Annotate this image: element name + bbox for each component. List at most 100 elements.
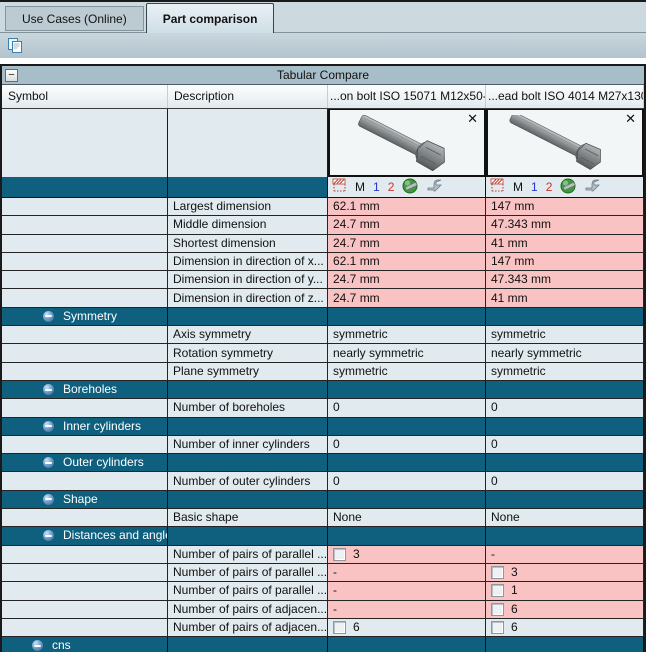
section-header-inner-cylinders[interactable]: Inner cylinders — [2, 417, 644, 436]
value-text: None — [333, 510, 362, 525]
part-2-value-cell: - — [486, 545, 644, 563]
value-text: nearly symmetric — [491, 345, 582, 360]
value-text: 41 mm — [491, 235, 528, 250]
globe-check-icon[interactable] — [560, 178, 576, 197]
value-checkbox[interactable] — [333, 620, 346, 634]
collapse-minus-icon[interactable]: − — [5, 68, 18, 82]
part-1-value-cell: symmetric — [328, 326, 486, 344]
description-cell: Shortest dimension — [168, 234, 328, 252]
table-row: Number of pairs of parallel ... - 3 — [2, 563, 644, 583]
minus-sphere-icon[interactable] — [43, 457, 54, 469]
column-header-row: Symbol Description ...on bolt ISO 15071 … — [2, 85, 644, 109]
measure-grid-icon[interactable] — [332, 178, 347, 196]
symbol-cell — [2, 509, 168, 527]
section-label-cell: Boreholes — [2, 380, 168, 399]
table-row: Number of outer cylinders 0 0 — [2, 472, 644, 491]
value-checkbox[interactable] — [491, 566, 504, 580]
tab-part-comparison[interactable]: Part comparison — [145, 3, 275, 33]
column-header-part-2: ...ead bolt ISO 4014 M27x130 — [486, 85, 644, 108]
tabular-compare-table: − Tabular Compare Symbol Description ...… — [0, 64, 646, 652]
tab-use-cases-online[interactable]: Use Cases (Online) — [5, 6, 144, 31]
section-header-symmetry[interactable]: Symmetry — [2, 307, 644, 327]
part-2-value-cell: 0 — [486, 399, 644, 417]
send-arrow-icon[interactable] — [584, 179, 602, 196]
part-tools-row: M 1 2 — [2, 177, 644, 198]
globe-check-icon[interactable] — [402, 178, 418, 197]
value-checkbox[interactable] — [491, 584, 504, 598]
symbol-cell — [2, 344, 168, 362]
value-text: 0 — [333, 473, 340, 488]
value-text: 24.7 mm — [333, 290, 380, 305]
section-band-cell — [486, 417, 644, 435]
section-header-cns[interactable]: cns — [2, 637, 644, 652]
minus-sphere-icon[interactable] — [43, 310, 54, 322]
part-2-value-cell: 3 — [486, 563, 644, 582]
value-text: 62.1 mm — [333, 199, 380, 214]
value-text: 47.343 mm — [491, 272, 552, 287]
section-header-shape[interactable]: Shape — [2, 490, 644, 510]
section-label-cell: Distances and angles — [2, 527, 168, 545]
minus-sphere-icon[interactable] — [43, 493, 54, 505]
symbol-cell — [2, 362, 168, 380]
value-text: 1 — [511, 583, 518, 598]
close-part-1-icon[interactable]: ✕ — [467, 111, 478, 126]
part-1-value-cell: 6 — [328, 618, 486, 637]
section-label-cell: Shape — [2, 490, 168, 509]
value-text: None — [491, 510, 520, 525]
section-header-boreholes[interactable]: Boreholes — [2, 380, 644, 400]
section-band-cell — [168, 307, 328, 326]
description-cell: Number of outer cylinders — [168, 472, 328, 490]
part-2-bolt-thumbnail — [509, 114, 601, 170]
table-row: Dimension in direction of y... 24.7 mm 47.… — [2, 271, 644, 290]
symbol-cell — [2, 216, 168, 234]
section-band-cell — [168, 637, 328, 652]
table-row: Number of pairs of parallel ... - 1 — [2, 582, 644, 601]
description-cell: Dimension in direction of y... — [168, 271, 328, 289]
description-cell: Number of pairs of adjacen... — [168, 600, 328, 618]
symbol-cell — [2, 234, 168, 252]
tool-label-2[interactable]: 2 — [545, 180, 553, 194]
column-header-part-1: ...on bolt ISO 15071 M12x50-F — [328, 85, 486, 108]
value-checkbox[interactable] — [491, 602, 504, 616]
description-cell: Dimension in direction of z... — [168, 289, 328, 307]
part-2-value-cell: 147 mm — [486, 198, 644, 216]
part-2-value-cell: nearly symmetric — [486, 344, 644, 362]
tool-label-2[interactable]: 2 — [387, 180, 395, 194]
table-row: Plane symmetry symmetric symmetric — [2, 362, 644, 381]
send-arrow-icon[interactable] — [426, 179, 444, 196]
table-row: Number of pairs of adjacen... 6 6 — [2, 618, 644, 638]
minus-sphere-icon[interactable] — [43, 420, 54, 432]
description-cell: Number of pairs of parallel ... — [168, 545, 328, 563]
value-checkbox[interactable] — [491, 620, 504, 634]
symbol-cell — [2, 271, 168, 289]
section-header-distances-and-angles[interactable]: Distances and angles — [2, 527, 644, 546]
section-header-outer-cylinders[interactable]: Outer cylinders — [2, 454, 644, 473]
tool-label-1[interactable]: 1 — [373, 180, 380, 194]
value-text: - — [333, 601, 337, 616]
close-part-2-icon[interactable]: ✕ — [625, 111, 636, 126]
description-cell: Axis symmetry — [168, 326, 328, 344]
value-checkbox[interactable] — [333, 547, 346, 561]
table-row: Dimension in direction of x... 62.1 mm 147… — [2, 252, 644, 272]
value-text: 24.7 mm — [333, 272, 380, 287]
minus-sphere-icon[interactable] — [32, 640, 43, 652]
tool-label-m[interactable]: M — [355, 180, 365, 194]
section-band-cell — [168, 417, 328, 435]
tool-label-1[interactable]: 1 — [531, 180, 538, 194]
minus-sphere-icon[interactable] — [43, 530, 54, 542]
minus-sphere-icon[interactable] — [43, 384, 54, 396]
measure-grid-icon[interactable] — [490, 178, 505, 196]
value-text: symmetric — [491, 327, 546, 342]
description-cell: Number of pairs of parallel ... — [168, 582, 328, 600]
column-header-symbol: Symbol — [2, 85, 168, 108]
part-2-value-cell: 47.343 mm — [486, 271, 644, 289]
value-text: 0 — [491, 400, 498, 415]
value-text: 3 — [353, 546, 360, 561]
table-title: Tabular Compare — [276, 68, 370, 82]
symbol-cell — [2, 600, 168, 618]
table-row: Number of boreholes 0 0 — [2, 399, 644, 418]
section-band-cell — [486, 307, 644, 326]
copy-icon[interactable] — [4, 36, 26, 56]
section-label: Outer cylinders — [63, 455, 144, 470]
tool-label-m[interactable]: M — [513, 180, 523, 194]
